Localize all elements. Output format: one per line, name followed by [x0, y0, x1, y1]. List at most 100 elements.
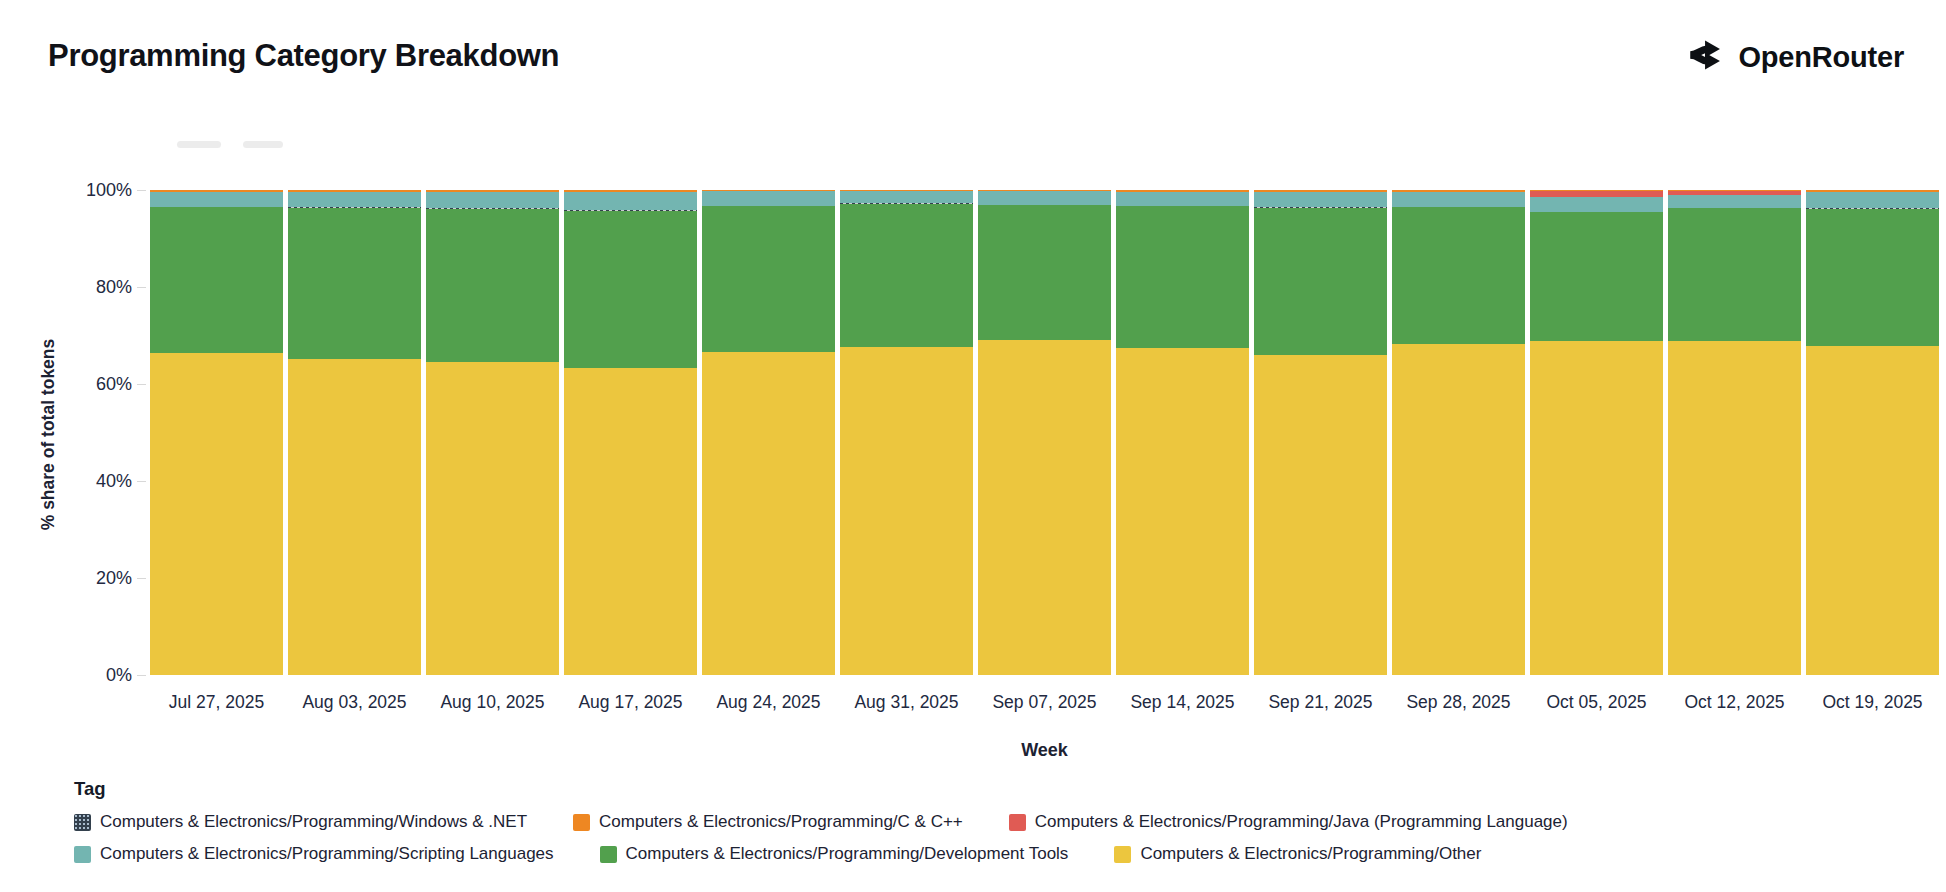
bar-segment[interactable]: [840, 204, 973, 347]
bar-segment[interactable]: [150, 192, 283, 207]
y-tick-mark: [137, 384, 146, 385]
bar-segment[interactable]: [978, 191, 1111, 204]
x-tick-label: Oct 19, 2025: [1806, 692, 1939, 713]
bar-week-1[interactable]: [150, 190, 283, 675]
x-tick-label: Aug 17, 2025: [564, 692, 697, 713]
bar-segment[interactable]: [1254, 355, 1387, 675]
x-tick-label: Sep 28, 2025: [1392, 692, 1525, 713]
bar-segment[interactable]: [288, 192, 421, 208]
y-tick-mark: [137, 481, 146, 482]
legend-label: Computers & Electronics/Programming/Othe…: [1140, 844, 1481, 864]
y-tick-label: 100%: [32, 180, 132, 201]
bar-week-12[interactable]: [1668, 190, 1801, 675]
bar-week-7[interactable]: [978, 190, 1111, 675]
bar-segment[interactable]: [1392, 207, 1525, 344]
bar-segment[interactable]: [840, 191, 973, 203]
legend-row: Computers & Electronics/Programming/Scri…: [74, 844, 1568, 864]
bar-segment[interactable]: [288, 208, 421, 359]
bar-week-8[interactable]: [1116, 190, 1249, 675]
legend-label: Computers & Electronics/Programming/C & …: [599, 812, 963, 832]
bar-segment[interactable]: [840, 347, 973, 675]
legend-item[interactable]: Computers & Electronics/Programming/Wind…: [74, 812, 527, 832]
x-tick-label: Jul 27, 2025: [150, 692, 283, 713]
legend-swatch-icon: [1114, 846, 1131, 863]
legend-rows: Computers & Electronics/Programming/Wind…: [74, 812, 1568, 864]
bar-segment[interactable]: [564, 192, 697, 210]
bar-segment[interactable]: [150, 207, 283, 353]
y-tick-mark: [137, 287, 146, 288]
bar-segment[interactable]: [288, 359, 421, 675]
bar-segment[interactable]: [1116, 348, 1249, 675]
ghost-artifact: [177, 141, 221, 148]
bar-week-10[interactable]: [1392, 190, 1525, 675]
y-tick-label: 80%: [32, 277, 132, 298]
bar-segment[interactable]: [150, 353, 283, 675]
x-tick-label: Sep 07, 2025: [978, 692, 1111, 713]
bar-segment[interactable]: [1392, 192, 1525, 207]
bar-segment[interactable]: [702, 206, 835, 352]
bar-segment[interactable]: [1530, 212, 1663, 341]
bar-segment[interactable]: [1392, 344, 1525, 675]
bar-week-4[interactable]: [564, 190, 697, 675]
chart-page: Programming Category Breakdown OpenRoute…: [0, 0, 1946, 892]
bar-segment[interactable]: [1116, 192, 1249, 206]
y-tick-label: 0%: [32, 665, 132, 686]
bar-segment[interactable]: [978, 205, 1111, 340]
legend-row: Computers & Electronics/Programming/Wind…: [74, 812, 1568, 832]
bar-week-13[interactable]: [1806, 190, 1939, 675]
y-tick-label: 20%: [32, 568, 132, 589]
x-axis-title: Week: [150, 740, 1939, 761]
bar-segment[interactable]: [426, 362, 559, 675]
bar-segment[interactable]: [978, 340, 1111, 675]
bar-segment[interactable]: [1530, 341, 1663, 675]
x-tick-label: Sep 14, 2025: [1116, 692, 1249, 713]
bar-segment[interactable]: [1254, 192, 1387, 208]
bar-segment[interactable]: [1806, 209, 1939, 346]
legend-swatch-icon: [573, 814, 590, 831]
bar-segment[interactable]: [1668, 208, 1801, 340]
bar-segment[interactable]: [564, 368, 697, 675]
legend-swatch-icon: [1009, 814, 1026, 831]
legend-label: Computers & Electronics/Programming/Wind…: [100, 812, 527, 832]
bar-segment[interactable]: [564, 211, 697, 368]
bar-segment[interactable]: [1254, 208, 1387, 355]
legend-heading: Tag: [74, 778, 1568, 800]
y-tick-mark: [137, 190, 146, 191]
bar-week-5[interactable]: [702, 190, 835, 675]
y-tick-mark: [137, 675, 146, 676]
bar-segment[interactable]: [1530, 197, 1663, 212]
bar-segment[interactable]: [1668, 195, 1801, 208]
legend-item[interactable]: Computers & Electronics/Programming/Java…: [1009, 812, 1568, 832]
y-tick-mark: [137, 578, 146, 579]
bar-segment[interactable]: [1530, 191, 1663, 198]
legend-item[interactable]: Computers & Electronics/Programming/Othe…: [1114, 844, 1481, 864]
openrouter-fork-icon: [1687, 36, 1725, 78]
bar-week-6[interactable]: [840, 190, 973, 675]
x-tick-label: Aug 24, 2025: [702, 692, 835, 713]
bar-week-2[interactable]: [288, 190, 421, 675]
legend-item[interactable]: Computers & Electronics/Programming/Deve…: [600, 844, 1069, 864]
bar-segment[interactable]: [1806, 346, 1939, 675]
bar-segment[interactable]: [1668, 341, 1801, 675]
bar-segment[interactable]: [426, 192, 559, 208]
bar-week-11[interactable]: [1530, 190, 1663, 675]
legend-label: Computers & Electronics/Programming/Deve…: [626, 844, 1069, 864]
x-tick-label: Aug 03, 2025: [288, 692, 421, 713]
bar-week-9[interactable]: [1254, 190, 1387, 675]
legend-item[interactable]: Computers & Electronics/Programming/C & …: [573, 812, 963, 832]
x-tick-label: Oct 12, 2025: [1668, 692, 1801, 713]
y-tick-label: 60%: [32, 374, 132, 395]
bar-segment[interactable]: [426, 209, 559, 362]
bar-segment[interactable]: [702, 352, 835, 675]
brand-name: OpenRouter: [1738, 41, 1904, 74]
bar-week-3[interactable]: [426, 190, 559, 675]
bar-segment[interactable]: [1806, 192, 1939, 208]
bars: [150, 190, 1939, 675]
bar-segment[interactable]: [702, 191, 835, 205]
legend-item[interactable]: Computers & Electronics/Programming/Scri…: [74, 844, 554, 864]
x-tick-label: Oct 05, 2025: [1530, 692, 1663, 713]
brand-lockup: OpenRouter: [1687, 36, 1904, 78]
legend-label: Computers & Electronics/Programming/Java…: [1035, 812, 1568, 832]
bar-segment[interactable]: [1116, 206, 1249, 348]
ghost-artifact: [243, 141, 283, 148]
